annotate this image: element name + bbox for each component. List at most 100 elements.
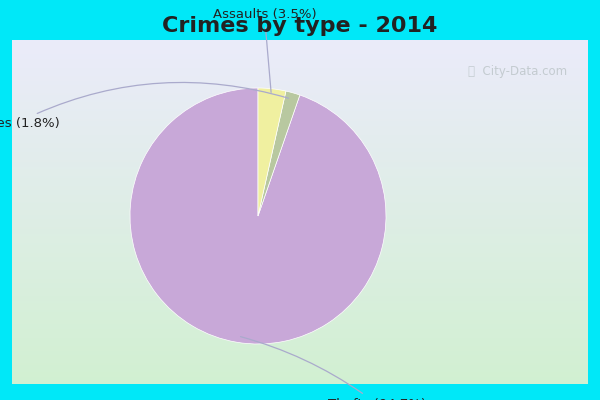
Bar — [12, 310, 588, 312]
Bar — [12, 119, 588, 121]
Bar — [12, 203, 588, 205]
Bar — [12, 130, 588, 131]
Bar — [12, 126, 588, 128]
Bar — [12, 140, 588, 142]
Bar — [12, 143, 588, 145]
Bar — [12, 57, 588, 59]
Bar — [12, 219, 588, 221]
Bar — [12, 61, 588, 62]
Bar — [12, 142, 588, 143]
Bar — [12, 59, 588, 61]
Bar — [12, 380, 588, 382]
Bar — [12, 279, 588, 281]
Bar — [12, 243, 588, 245]
Bar — [12, 312, 588, 314]
Bar — [12, 152, 588, 154]
Bar — [12, 286, 588, 288]
Bar — [12, 246, 588, 248]
Bar — [12, 118, 588, 119]
Bar — [12, 341, 588, 343]
Bar — [12, 71, 588, 73]
Bar — [12, 221, 588, 222]
Bar — [12, 272, 588, 274]
Bar — [12, 308, 588, 310]
Bar — [12, 200, 588, 202]
Bar — [12, 104, 588, 105]
Bar — [12, 265, 588, 267]
Bar — [12, 133, 588, 134]
Bar — [12, 93, 588, 95]
Bar — [12, 240, 588, 241]
Bar — [12, 238, 588, 240]
Text: Rapes (1.8%): Rapes (1.8%) — [0, 82, 289, 130]
Bar — [12, 231, 588, 233]
Bar — [12, 74, 588, 76]
Bar — [12, 350, 588, 351]
Bar — [12, 181, 588, 183]
Bar — [12, 258, 588, 260]
Bar — [12, 370, 588, 372]
Bar — [12, 45, 588, 47]
Bar — [12, 122, 588, 124]
Bar — [12, 303, 588, 305]
Bar — [12, 348, 588, 350]
Bar — [12, 76, 588, 78]
Bar — [12, 228, 588, 229]
Bar — [12, 107, 588, 109]
Text: Assaults (3.5%): Assaults (3.5%) — [212, 8, 316, 92]
Bar — [12, 282, 588, 284]
Bar — [12, 229, 588, 231]
Bar — [12, 327, 588, 329]
Bar — [12, 92, 588, 93]
Bar — [12, 69, 588, 71]
Bar — [12, 234, 588, 236]
Bar — [12, 159, 588, 160]
Bar — [12, 40, 588, 42]
Wedge shape — [258, 88, 286, 216]
Bar — [12, 277, 588, 279]
Bar — [12, 212, 588, 214]
Bar — [12, 343, 588, 344]
Bar — [12, 124, 588, 126]
Bar — [12, 47, 588, 49]
Text: ⓘ  City-Data.com: ⓘ City-Data.com — [468, 66, 567, 78]
Bar — [12, 145, 588, 147]
Bar — [12, 148, 588, 150]
Bar — [12, 105, 588, 107]
Bar — [12, 174, 588, 176]
Bar — [12, 88, 588, 90]
Bar — [12, 110, 588, 112]
Bar — [12, 274, 588, 276]
Bar — [12, 138, 588, 140]
Bar — [12, 193, 588, 195]
Bar — [12, 128, 588, 130]
Bar — [12, 195, 588, 196]
Bar — [12, 62, 588, 64]
Bar — [12, 260, 588, 262]
Bar — [12, 320, 588, 322]
Bar — [12, 52, 588, 54]
Bar — [12, 351, 588, 353]
Bar — [12, 184, 588, 186]
Bar — [12, 102, 588, 104]
Text: Crimes by type - 2014: Crimes by type - 2014 — [163, 16, 437, 36]
Bar — [12, 326, 588, 327]
Bar — [12, 293, 588, 294]
Bar — [12, 298, 588, 300]
Bar — [12, 270, 588, 272]
Bar — [12, 353, 588, 355]
Bar — [12, 190, 588, 191]
Bar — [12, 236, 588, 238]
Bar — [12, 147, 588, 148]
Bar — [12, 54, 588, 56]
Bar — [12, 294, 588, 296]
Text: Thefts (94.7%): Thefts (94.7%) — [241, 337, 427, 400]
Bar — [12, 157, 588, 159]
Bar — [12, 50, 588, 52]
Bar — [12, 281, 588, 282]
Bar — [12, 372, 588, 374]
Bar — [12, 162, 588, 164]
Bar — [12, 290, 588, 291]
Bar — [12, 305, 588, 306]
Bar — [12, 296, 588, 298]
